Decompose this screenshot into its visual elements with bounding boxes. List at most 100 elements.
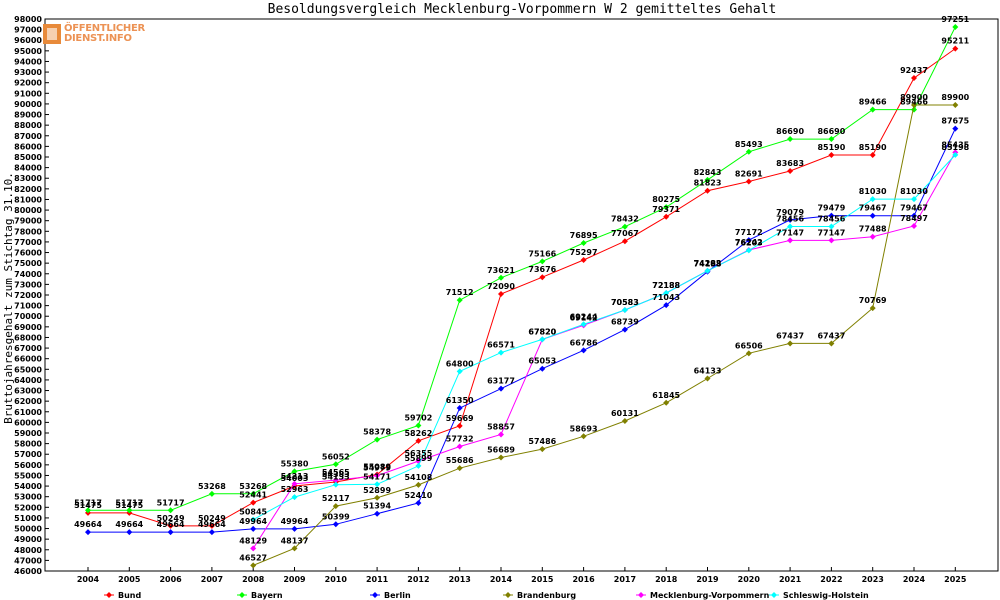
data-point-bund <box>208 522 215 529</box>
data-label-mecklenburg-vorpommern: 77488 <box>859 225 887 234</box>
data-point-berlin <box>374 510 381 517</box>
data-label-bund: 51475 <box>115 501 143 510</box>
data-label-bund: 81823 <box>694 179 722 188</box>
data-label-bayern: 71512 <box>446 288 474 297</box>
y-tick-label: 91000 <box>14 89 42 98</box>
data-label-schleswig-holstein: 74283 <box>694 259 722 268</box>
x-tick-label: 2016 <box>572 575 595 584</box>
data-point-brandenburg <box>621 417 628 424</box>
data-point-bund <box>663 213 670 220</box>
data-point-bayern <box>498 274 504 281</box>
data-label-bayern: 55380 <box>281 459 309 468</box>
data-point-schleswig-holstein <box>415 462 422 469</box>
data-point-berlin <box>580 347 587 354</box>
data-label-mecklenburg-vorpommern: 77147 <box>776 228 804 237</box>
data-label-bund: 52441 <box>239 491 267 500</box>
legend: Bund Bayern Berlin Brandenburg Mecklenburg-V… <box>104 591 869 600</box>
data-label-bund: 85190 <box>859 143 887 152</box>
data-point-mecklenburg-vorpommern <box>498 431 504 438</box>
y-tick-label: 72000 <box>14 291 42 300</box>
y-tick-label: 71000 <box>14 302 42 311</box>
x-tick-label: 2005 <box>118 575 141 584</box>
data-label-berlin: 68739 <box>611 318 639 327</box>
data-label-schleswig-holstein: 52963 <box>281 485 309 494</box>
y-tick-label: 80000 <box>14 206 42 215</box>
y-tick-label: 59000 <box>14 429 42 438</box>
x-tick-label: 2004 <box>77 575 100 584</box>
data-label-schleswig-holstein: 54171 <box>363 472 391 481</box>
data-point-berlin <box>663 302 670 309</box>
data-point-schleswig-holstein <box>332 481 339 488</box>
data-label-bayern: 75166 <box>528 249 556 258</box>
data-point-mecklenburg-vorpommern <box>374 472 381 479</box>
data-label-brandenburg: 64133 <box>694 367 722 376</box>
data-label-bund: 75297 <box>570 248 598 257</box>
y-tick-label: 82000 <box>14 185 42 194</box>
data-point-schleswig-holstein <box>291 494 298 501</box>
y-tick-label: 58000 <box>14 440 42 449</box>
data-label-bund: 82691 <box>735 170 763 179</box>
data-point-schleswig-holstein <box>456 368 463 375</box>
data-label-bund: 79371 <box>652 205 680 214</box>
legend-label-bund: Bund <box>118 591 141 600</box>
x-tick-label: 2021 <box>779 575 802 584</box>
data-point-schleswig-holstein <box>580 321 587 328</box>
logo: ÖFFENTLICHER DIENST.INFO <box>43 22 161 46</box>
data-point-bund <box>456 422 463 429</box>
data-label-mecklenburg-vorpommern: 77147 <box>817 228 845 237</box>
data-label-schleswig-holstein: 64800 <box>446 359 474 368</box>
data-label-brandenburg: 70769 <box>859 296 887 305</box>
y-tick-label: 62000 <box>14 397 42 406</box>
legend-marker-berlin <box>372 592 378 598</box>
legend-label-bayern: Bayern <box>251 591 283 600</box>
y-tick-label: 55000 <box>14 471 42 480</box>
data-point-berlin <box>787 216 794 223</box>
data-point-bund <box>869 151 876 158</box>
x-tick-label: 2008 <box>242 575 265 584</box>
data-label-mecklenburg-vorpommern: 56355 <box>404 449 432 458</box>
data-point-schleswig-holstein <box>374 481 381 488</box>
x-tick-label: 2022 <box>820 575 842 584</box>
y-tick-label: 89000 <box>14 111 42 120</box>
y-tick-label: 48000 <box>14 546 42 555</box>
y-tick-label: 68000 <box>14 333 42 342</box>
data-point-brandenburg <box>828 340 835 347</box>
series-line-bund <box>88 48 956 527</box>
data-point-mecklenburg-vorpommern <box>291 480 298 487</box>
data-label-mecklenburg-vorpommern: 76242 <box>735 238 763 247</box>
series-line-bayern <box>88 26 956 511</box>
x-tick-label: 2012 <box>407 575 429 584</box>
data-point-mecklenburg-vorpommern <box>456 443 463 450</box>
data-label-berlin: 49964 <box>281 517 309 526</box>
data-label-bund: 55089 <box>363 463 391 472</box>
data-label-schleswig-holstein: 69244 <box>570 312 598 321</box>
y-tick-label: 97000 <box>14 26 42 35</box>
y-tick-label: 98000 <box>14 15 42 24</box>
data-point-mecklenburg-vorpommern <box>787 237 794 244</box>
data-label-schleswig-holstein: 70583 <box>611 298 639 307</box>
data-label-bayern: 86690 <box>776 127 804 136</box>
data-label-bayern: 78432 <box>611 215 639 224</box>
data-point-berlin <box>621 326 628 333</box>
data-point-bayern <box>374 436 381 443</box>
x-tick-label: 2025 <box>944 575 967 584</box>
logo-line2: DIENST.INFO <box>64 33 132 44</box>
data-label-mecklenburg-vorpommern: 72188 <box>652 281 680 290</box>
data-label-bund: 72090 <box>487 282 515 291</box>
y-tick-label: 46000 <box>14 567 42 576</box>
data-label-brandenburg: 52117 <box>322 494 350 503</box>
data-point-brandenburg <box>374 494 381 501</box>
data-point-brandenburg <box>250 562 257 569</box>
x-tick-label: 2007 <box>201 575 223 584</box>
series-line-brandenburg <box>253 104 956 566</box>
data-point-bayern <box>663 204 670 211</box>
data-label-bund: 73676 <box>528 265 556 274</box>
data-label-bund: 58262 <box>404 429 432 438</box>
y-tick-label: 83000 <box>14 174 42 183</box>
data-point-bund <box>498 291 504 298</box>
legend-label-berlin: Berlin <box>384 591 411 600</box>
data-label-brandenburg: 57486 <box>528 437 556 446</box>
data-label-bund: 59669 <box>446 414 474 423</box>
legend-marker-brandenburg <box>505 592 511 598</box>
